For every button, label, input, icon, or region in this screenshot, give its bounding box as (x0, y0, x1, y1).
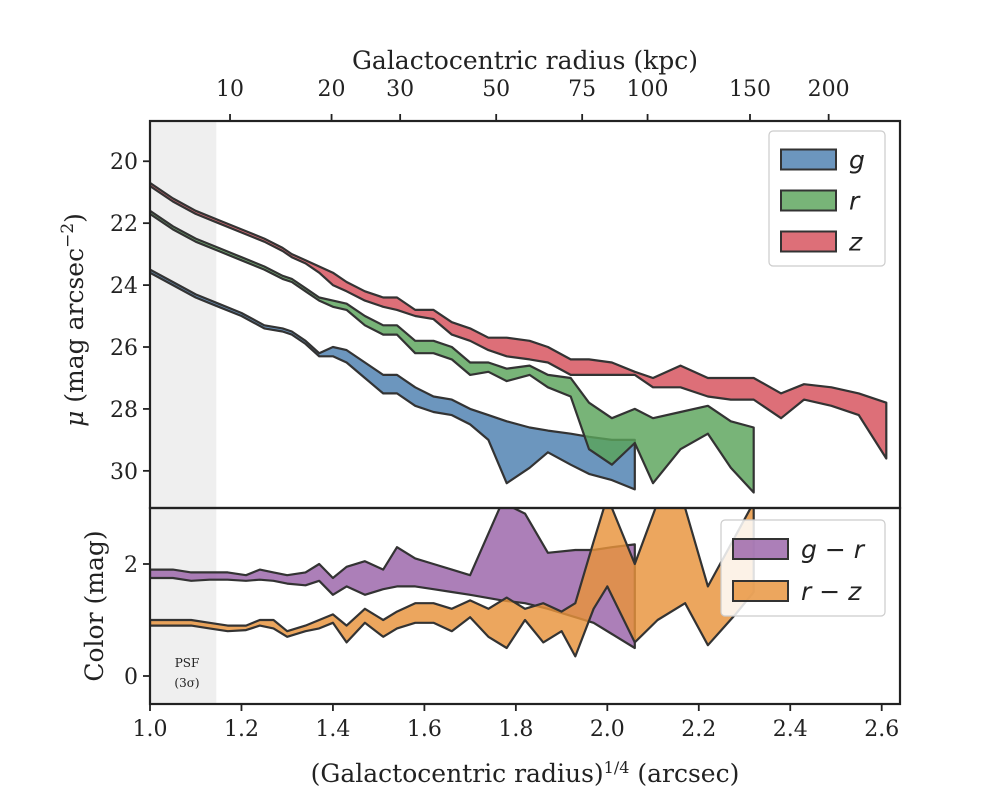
kpc-tick-label: 50 (482, 77, 510, 102)
x-tick-label: 2.4 (773, 717, 808, 742)
x-tick-label: 1.8 (498, 717, 533, 742)
kpc-tick-label: 200 (808, 77, 850, 102)
x-tick-label: 1.4 (315, 717, 350, 742)
color-y-tick-label: 2 (124, 553, 138, 578)
color-band-g-minus-r (150, 508, 636, 650)
legend-swatch-r (780, 189, 837, 212)
color-y-tick-label: 0 (124, 665, 138, 690)
x-axis-title: (Galactocentric radius)1/4 (arcsec) (311, 758, 740, 789)
legend-swatch-g-minus-r (732, 538, 789, 560)
x-tick-label: 1.2 (224, 717, 259, 742)
kpc-tick-label: 150 (729, 77, 771, 102)
legend-swatch-r-minus-z (732, 580, 789, 602)
color-bands (150, 508, 755, 658)
top-axis-title: Galactocentric radius (kpc) (352, 46, 698, 75)
kpc-tick-label: 20 (318, 77, 346, 102)
legend-label-g-minus-r: g − r (801, 535, 866, 564)
y-tick-label: 20 (110, 150, 138, 175)
x-tick-label: 1.6 (407, 717, 442, 742)
surface-brightness-bands (150, 181, 888, 494)
axis-ticks: 1.0 1.2 1.4 1.6 1.8 2.0 2.2 2.4 2.6 20 22 24 26 28 30 0… (110, 77, 899, 742)
y-tick-label: 24 (110, 274, 138, 299)
bottom-y-axis-title: Color (mag) (80, 530, 109, 681)
y-tick-label: 26 (110, 336, 138, 361)
legend-label-z: z (848, 228, 863, 257)
psf-sigma-label: (3σ) (174, 676, 199, 690)
bottom-panel-frame (148, 506, 902, 706)
legend-label-g: g (849, 146, 865, 175)
mu-band-r (150, 209, 755, 494)
mu-band-g (150, 268, 636, 491)
kpc-tick-label: 100 (627, 77, 669, 102)
x-tick-label: 2.0 (590, 717, 625, 742)
legend-label-r-minus-z: r − z (801, 577, 862, 606)
y-tick-label: 28 (110, 398, 138, 423)
x-tick-label: 2.2 (681, 717, 716, 742)
kpc-tick-label: 30 (386, 77, 414, 102)
x-tick-label: 2.6 (864, 717, 899, 742)
psf-label: PSF (175, 656, 200, 670)
legend-top: grz (768, 130, 886, 267)
psf-shaded-region (150, 121, 217, 704)
top-y-axis-title: μ (mag arcsec−2) (58, 213, 89, 427)
legend-swatch-g (780, 148, 837, 171)
y-tick-label: 30 (110, 460, 138, 485)
psf-region (150, 121, 217, 704)
kpc-tick-label: 10 (216, 77, 244, 102)
x-tick-label: 1.0 (133, 717, 168, 742)
y-tick-label: 22 (110, 212, 138, 237)
legend-bottom: g − r r − z (720, 519, 886, 617)
legend-swatch-z (780, 230, 837, 253)
legend-label-r: r (849, 187, 861, 216)
axes-frames (148, 119, 902, 706)
kpc-tick-label: 75 (568, 77, 596, 102)
mu-band-z (150, 181, 888, 460)
